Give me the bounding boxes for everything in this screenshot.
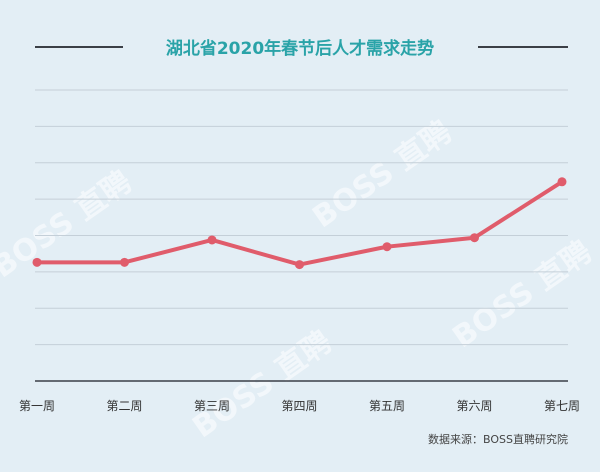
- data-point: [120, 257, 129, 267]
- x-tick-label: 第七周: [544, 399, 580, 413]
- data-point: [470, 233, 479, 243]
- chart-title: 湖北省2020年春节后人才需求走势: [165, 39, 435, 59]
- data-point: [557, 177, 567, 187]
- data-point: [207, 235, 217, 245]
- x-tick-label: 第一周: [19, 399, 55, 413]
- x-tick-label: 第六周: [456, 399, 492, 413]
- data-source: 数据来源：BOSS直聘研究院: [428, 433, 568, 446]
- x-tick-label: 第二周: [106, 399, 142, 413]
- data-point: [295, 260, 304, 270]
- data-point: [382, 242, 392, 252]
- title-rule-left: [35, 46, 123, 48]
- x-tick-label: 第四周: [281, 399, 317, 413]
- x-tick-label: 第五周: [369, 399, 405, 413]
- data-point: [32, 257, 42, 267]
- series-line: [37, 180, 564, 267]
- x-tick-label: 第三周: [194, 399, 230, 413]
- title-rule-right: [478, 46, 568, 48]
